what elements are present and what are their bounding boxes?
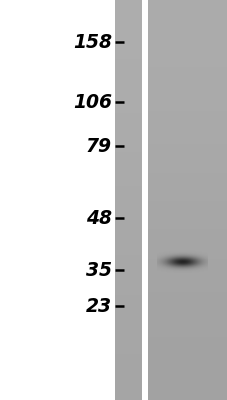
- Bar: [142, 0, 148, 400]
- Text: 48: 48: [85, 208, 111, 228]
- Text: 106: 106: [72, 92, 111, 112]
- Bar: [0, 0, 115, 400]
- Text: 23: 23: [85, 296, 111, 316]
- Text: 79: 79: [85, 136, 111, 156]
- Text: 35: 35: [85, 260, 111, 280]
- Text: 158: 158: [72, 32, 111, 52]
